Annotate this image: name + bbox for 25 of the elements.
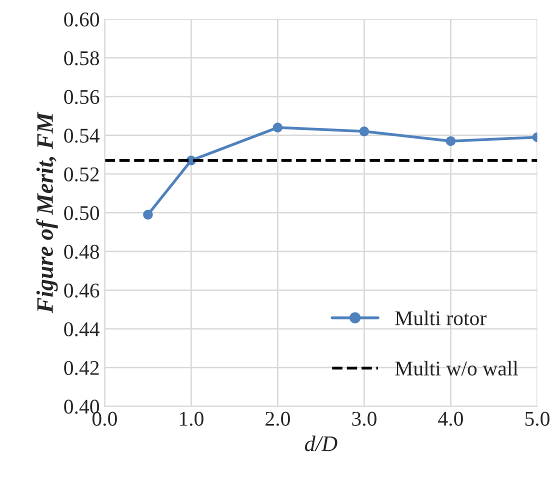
y-tick-label: 0.40 xyxy=(64,400,100,414)
y-tick-label: 0.58 xyxy=(64,51,100,66)
y-tick-label: 0.54 xyxy=(64,128,100,143)
x-tick-label: 1.0 xyxy=(180,412,204,426)
y-tick-label: 0.60 xyxy=(64,12,100,27)
x-tick-label: 2.0 xyxy=(266,412,290,426)
x-tick-label: 5.0 xyxy=(525,412,550,426)
legend-label: Multi w/o wall xyxy=(395,360,518,376)
point xyxy=(359,126,370,136)
x-axis-title: d/D xyxy=(304,436,338,452)
x-tick-label: 3.0 xyxy=(352,412,376,426)
y-tick-label: 0.56 xyxy=(64,90,100,104)
point xyxy=(272,122,283,132)
y-tick-label: 0.44 xyxy=(64,322,100,336)
y-tick-label: 0.42 xyxy=(64,360,99,376)
x-tick-label: 4.0 xyxy=(438,412,463,426)
y-axis-title: Figure of Merit, FM xyxy=(36,112,58,314)
y-tick-label: 0.52 xyxy=(64,167,99,182)
y-tick-label: 0.46 xyxy=(64,284,100,298)
y-tick-label: 0.48 xyxy=(64,244,100,259)
legend-label: Multi rotor xyxy=(395,310,486,326)
y-tick-label: 0.50 xyxy=(64,206,100,220)
x-tick-label: 0.0 xyxy=(92,412,117,426)
point xyxy=(446,136,456,146)
point xyxy=(143,210,153,220)
